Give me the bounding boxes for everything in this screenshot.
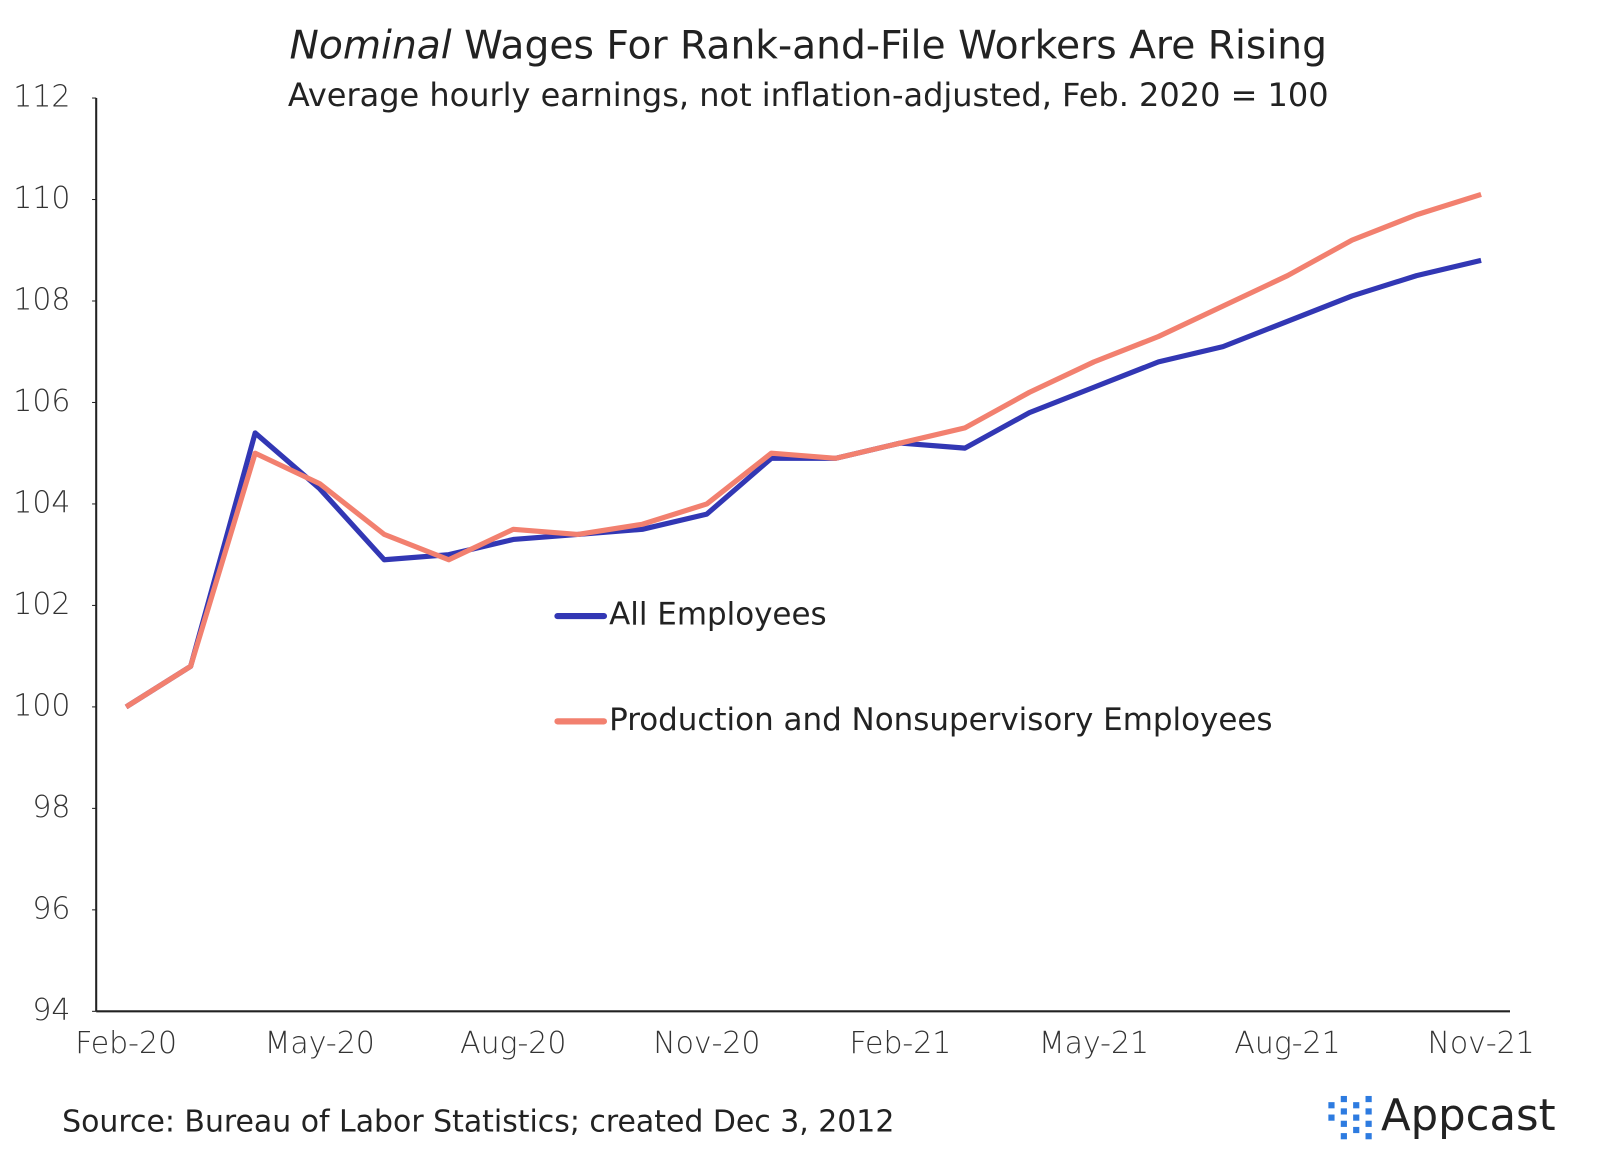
y-tick-label: 94 xyxy=(32,993,70,1028)
x-tick-label: Feb-20 xyxy=(75,1026,177,1061)
y-tick-label: 106 xyxy=(13,384,70,419)
legend-label: All Employees xyxy=(609,597,827,633)
x-tick-label: May-21 xyxy=(1039,1026,1149,1061)
y-tick-label: 108 xyxy=(13,282,70,317)
brand-name: Appcast xyxy=(1381,1091,1556,1141)
x-tick-label: Nov-21 xyxy=(1427,1026,1534,1061)
x-tick-label: Nov-20 xyxy=(653,1026,760,1061)
y-tick-label: 104 xyxy=(13,485,70,520)
legend-label: Production and Nonsupervisory Employees xyxy=(609,702,1272,738)
y-tick-label: 96 xyxy=(32,891,70,926)
chart-title: Nominal Wages For Rank-and-File Workers … xyxy=(290,23,1327,68)
y-tick-label: 102 xyxy=(13,587,70,622)
chart-subtitle: Average hourly earnings, not inflation-a… xyxy=(288,76,1329,114)
x-tick-label: Aug-20 xyxy=(460,1026,566,1061)
source-note: Source: Bureau of Labor Statistics; crea… xyxy=(62,1104,894,1139)
y-tick-label: 112 xyxy=(13,80,70,115)
title-text: Wages For Rank-and-File Workers Are Risi… xyxy=(464,23,1327,68)
series-line xyxy=(124,191,1482,710)
y-tick-label: 110 xyxy=(13,181,70,216)
x-tick-label: Feb-21 xyxy=(849,1026,951,1061)
series-line xyxy=(124,257,1482,710)
title-emphasis: Nominal xyxy=(290,23,452,68)
x-tick-label: Aug-21 xyxy=(1234,1026,1340,1061)
y-tick-label: 100 xyxy=(13,688,70,723)
y-tick-label: 98 xyxy=(32,790,70,825)
x-tick-label: May-20 xyxy=(265,1026,375,1061)
brand-logo xyxy=(1328,1095,1372,1140)
